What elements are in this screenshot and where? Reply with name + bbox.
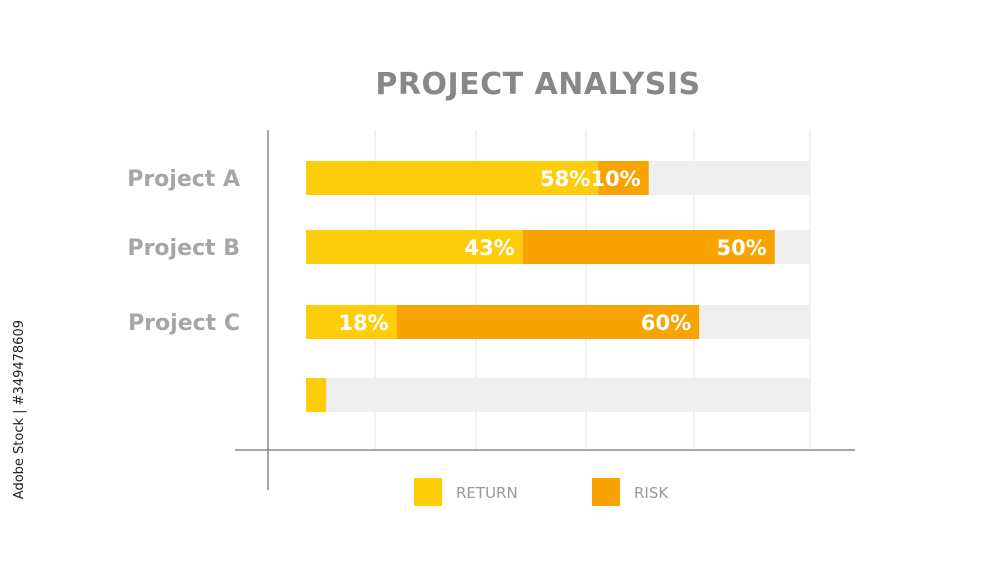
bar-return bbox=[306, 230, 523, 264]
bars bbox=[306, 161, 775, 412]
bar-risk bbox=[522, 230, 775, 264]
chart-title: PROJECT ANALYSIS bbox=[375, 67, 700, 102]
data-label: 60% bbox=[641, 311, 691, 335]
bar-tracks bbox=[306, 161, 810, 412]
bar-track bbox=[306, 378, 810, 412]
watermark: Adobe Stock | #349478609 bbox=[12, 320, 27, 500]
legend-label: RETURN bbox=[456, 484, 518, 502]
legend-swatch-return bbox=[414, 478, 442, 506]
labels: Project A 58% 10% Project B 43% 50% Project C 1… bbox=[127, 167, 767, 336]
legend: RETURN RISK bbox=[414, 478, 669, 506]
legend-label: RISK bbox=[634, 484, 669, 502]
data-label: 58% bbox=[540, 167, 590, 191]
bar-risk bbox=[598, 161, 649, 195]
bar-return bbox=[306, 305, 397, 339]
category-label: Project B bbox=[127, 236, 240, 261]
category-label: Project A bbox=[127, 167, 240, 192]
data-label: 50% bbox=[716, 236, 766, 260]
bar-return bbox=[306, 378, 327, 412]
data-label: 43% bbox=[464, 236, 514, 260]
legend-swatch-risk bbox=[592, 478, 620, 506]
bar-risk bbox=[396, 305, 700, 339]
category-label: Project C bbox=[128, 311, 240, 336]
data-label: 10% bbox=[590, 167, 640, 191]
data-label: 18% bbox=[338, 311, 388, 335]
axes bbox=[235, 130, 855, 490]
bar-return bbox=[306, 161, 599, 195]
